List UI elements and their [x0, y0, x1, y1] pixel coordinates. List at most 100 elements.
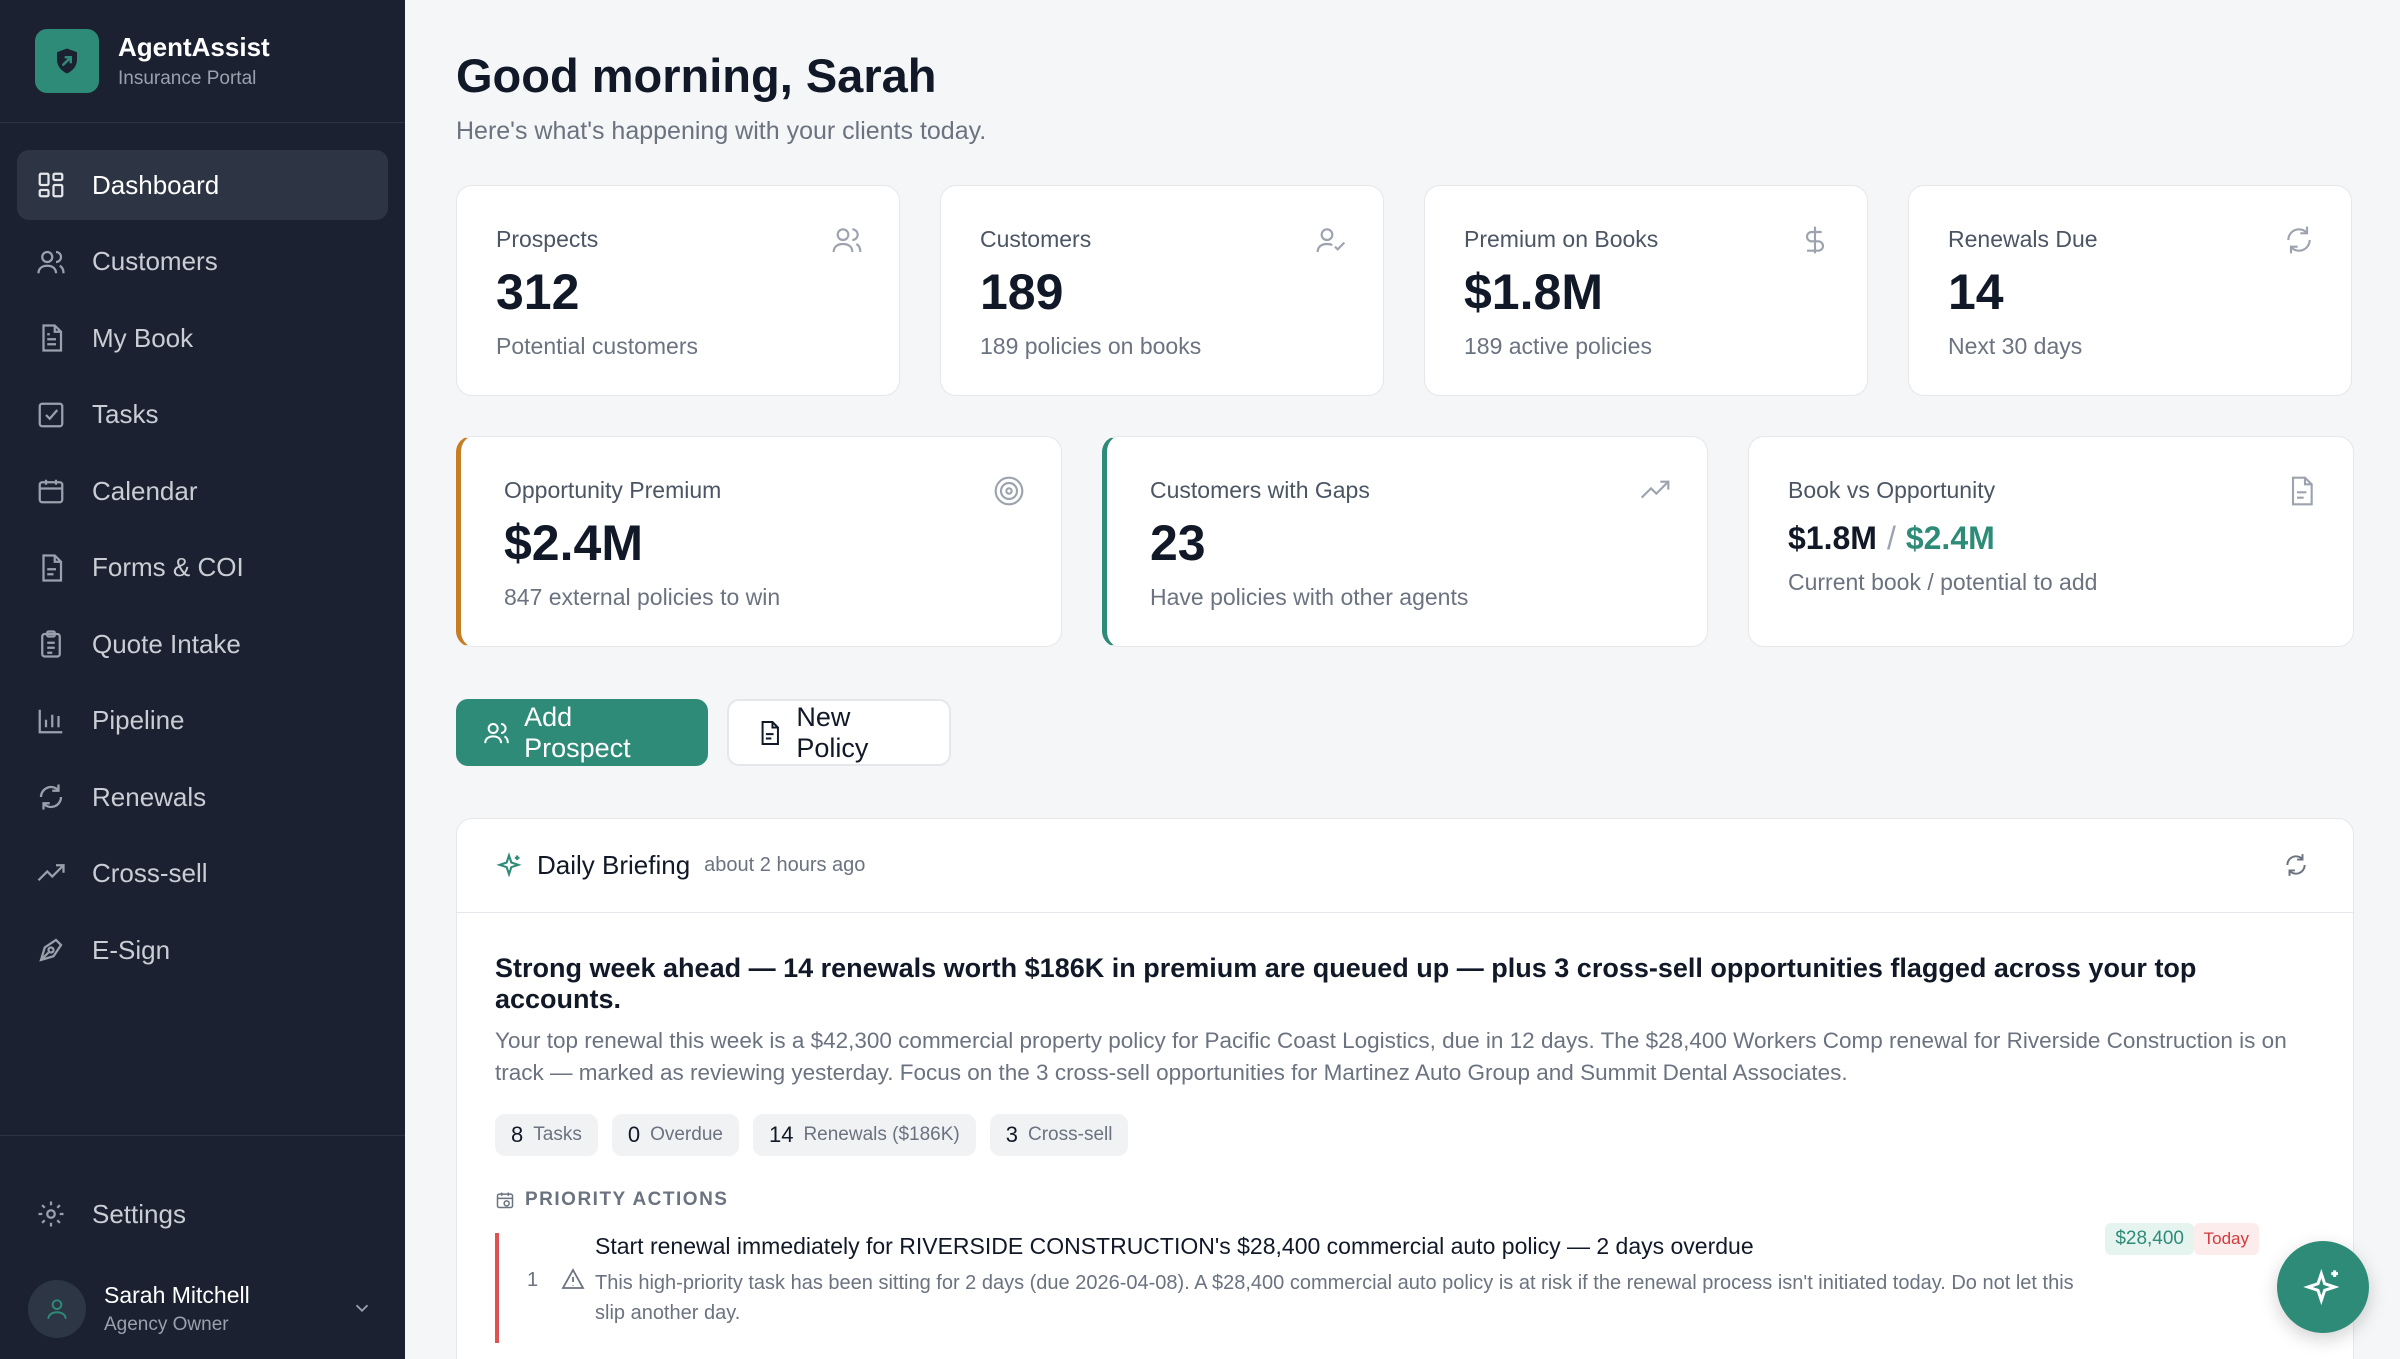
chip-label: Cross-sell	[1028, 1124, 1113, 1145]
sidebar-item-my-book[interactable]: My Book	[17, 303, 388, 373]
stat-sub: Next 30 days	[1948, 333, 2083, 359]
briefing-title: Daily Briefing	[537, 850, 691, 880]
stat-label: Opportunity Premium	[504, 477, 722, 503]
sidebar-item-label: Dashboard	[92, 169, 220, 200]
stat-label: Renewals Due	[1948, 226, 2098, 252]
sidebar-item-label: Pipeline	[92, 705, 185, 735]
chip-cross-sell[interactable]: 3 Cross-sell	[989, 1114, 1129, 1156]
refresh-icon	[39, 784, 63, 810]
user-menu[interactable]: Sarah Mitchell Agency Owner	[0, 1259, 405, 1359]
sidebar-item-label: Calendar	[92, 475, 198, 506]
dashboard-icon	[38, 172, 64, 198]
chip-count: 3	[1005, 1122, 1018, 1147]
daily-briefing: Daily Briefing about 2 hours ago Strong …	[456, 818, 2354, 1359]
sidebar-item-cross-sell[interactable]: Cross-sell	[17, 839, 388, 909]
chip-count: 8	[511, 1122, 524, 1147]
sidebar-item-settings[interactable]: Settings	[0, 1179, 405, 1249]
add-prospect-button[interactable]: Add Prospect	[456, 699, 708, 766]
priority-actions-label: PRIORITY ACTIONS	[525, 1189, 729, 1210]
stat-card-premium[interactable]: Premium on Books $1.8M 189 active polici…	[1424, 185, 1868, 396]
sidebar-item-tasks[interactable]: Tasks	[17, 380, 388, 450]
priority-due-badge: Today	[2193, 1223, 2259, 1255]
brand-logo-icon	[35, 29, 99, 93]
stat-value: 14	[1948, 264, 2004, 320]
stat-card-renewals[interactable]: Renewals Due 14 Next 30 days	[1908, 185, 2352, 396]
refresh-icon	[2287, 226, 2311, 254]
ai-assistant-button[interactable]	[2277, 1241, 2369, 1333]
stat-sub: 189 active policies	[1464, 333, 1652, 359]
sidebar-nav: Dashboard Customers My Book Tasks Calend…	[0, 123, 405, 985]
sidebar-item-dashboard[interactable]: Dashboard	[17, 150, 388, 220]
briefing-headline: Strong week ahead — 14 renewals worth $1…	[495, 953, 2197, 1014]
stat-card-opportunity-premium[interactable]: Opportunity Premium $2.4M 847 external p…	[456, 436, 1062, 647]
bar-chart-icon	[38, 709, 63, 733]
stat-label: Customers with Gaps	[1150, 477, 1370, 503]
chip-count: 14	[768, 1122, 794, 1147]
sidebar: AgentAssist Insurance Portal Dashboard C…	[0, 0, 405, 1359]
sidebar-item-e-sign[interactable]: E-Sign	[17, 915, 388, 985]
sidebar-item-label: Cross-sell	[92, 858, 208, 888]
clipboard-icon	[41, 630, 61, 658]
priority-amount-badge: $28,400	[2105, 1223, 2194, 1255]
opportunity-value: $2.4M	[1905, 520, 1995, 556]
stat-label: Customers	[980, 226, 1092, 252]
stat-card-book-vs-opportunity[interactable]: Book vs Opportunity $1.8M / $2.4M Current …	[1748, 436, 2354, 647]
priority-description: This high-priority task has been sitting…	[595, 1272, 2074, 1324]
sidebar-item-label: Tasks	[92, 399, 159, 429]
stat-label: Premium on Books	[1464, 226, 1659, 252]
sidebar-item-customers[interactable]: Customers	[17, 227, 388, 297]
separator: /	[1886, 520, 1896, 556]
sidebar-item-label: Renewals	[92, 781, 207, 812]
priority-number: 1	[527, 1269, 539, 1291]
stat-sub: 847 external policies to win	[504, 584, 781, 610]
chip-tasks[interactable]: 8 Tasks	[495, 1114, 598, 1156]
file-icon	[761, 720, 779, 745]
gear-icon	[38, 1201, 64, 1227]
warning-icon	[561, 1268, 585, 1289]
sidebar-item-label: Customers	[92, 246, 218, 276]
stat-card-prospects[interactable]: Prospects 312 Potential customers	[456, 185, 900, 396]
pen-icon	[39, 938, 63, 962]
users-icon	[484, 722, 509, 743]
sidebar-item-calendar[interactable]: Calendar	[17, 456, 388, 526]
stat-value: 312	[496, 264, 580, 320]
stat-sub: Have policies with other agents	[1150, 584, 1469, 610]
brand-subtitle: Insurance Portal	[118, 68, 257, 89]
sidebar-item-renewals[interactable]: Renewals	[17, 762, 388, 832]
book-value: $1.8M	[1788, 520, 1877, 556]
stat-label: Prospects	[496, 226, 599, 252]
stat-value: 189	[980, 264, 1064, 320]
briefing-header: Daily Briefing about 2 hours ago	[457, 819, 2353, 913]
sparkle-icon	[496, 851, 522, 877]
priority-action-item[interactable]: 1 Start renewal immediately for RIVERSID…	[495, 1223, 2315, 1343]
sidebar-item-pipeline[interactable]: Pipeline	[17, 686, 388, 756]
user-check-icon	[1316, 228, 1346, 253]
user-name: Sarah Mitchell	[104, 1282, 250, 1308]
sidebar-item-forms-coi[interactable]: Forms & COI	[17, 533, 388, 603]
stat-value: 23	[1150, 515, 1206, 571]
book-vs-opportunity-values: $1.8M / $2.4M	[1788, 520, 2353, 557]
sidebar-item-label: My Book	[92, 322, 194, 353]
chip-overdue[interactable]: 0 Overdue	[611, 1114, 739, 1156]
stat-card-customers[interactable]: Customers 189 189 policies on books	[940, 185, 1384, 396]
users-icon	[37, 250, 65, 273]
stat-sub: Current book / potential to add	[1788, 569, 2098, 595]
stat-value: $1.8M	[1464, 264, 1603, 320]
priority-title: Start renewal immediately for RIVERSIDE …	[595, 1233, 1754, 1259]
chevron-down-icon[interactable]	[351, 1297, 373, 1319]
chip-renewals[interactable]: 14 Renewals ($186K)	[752, 1114, 976, 1156]
stat-card-customers-with-gaps[interactable]: Customers with Gaps 23 Have policies wit…	[1102, 436, 1708, 647]
briefing-chips: 8 Tasks 0 Overdue 14 Renewals ($186K) 3 Cros…	[495, 1114, 2315, 1156]
refresh-icon[interactable]	[2283, 852, 2309, 878]
dollar-icon	[1806, 226, 1824, 254]
page-title: Good morning, Sarah	[456, 49, 937, 102]
new-policy-button[interactable]: New Policy	[727, 699, 951, 766]
stat-sub: 189 policies on books	[980, 333, 1202, 359]
target-icon	[994, 476, 1024, 506]
file-icon	[42, 553, 63, 582]
chip-label: Renewals ($186K)	[803, 1124, 960, 1145]
opportunity-row: Opportunity Premium $2.4M 847 external p…	[456, 436, 2354, 647]
stats-row: Prospects 312 Potential customers Custom…	[456, 185, 2354, 396]
sidebar-item-quote-intake[interactable]: Quote Intake	[17, 609, 388, 679]
sidebar-item-label: E-Sign	[92, 934, 171, 965]
